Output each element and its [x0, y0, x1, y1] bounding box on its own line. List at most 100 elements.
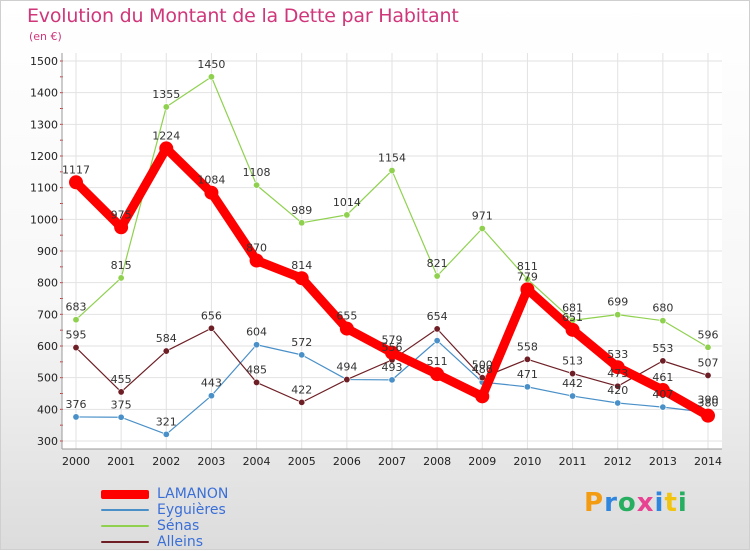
value-label: 975: [111, 208, 132, 221]
value-label: 572: [291, 336, 312, 349]
data-point-0: [701, 408, 715, 423]
value-label: 1117: [62, 163, 90, 176]
value-label: 556: [382, 341, 403, 354]
value-label: 390: [698, 394, 719, 407]
y-tick-label: 800: [37, 277, 58, 290]
value-label: 375: [111, 398, 132, 411]
chart-title: Evolution du Montant de la Dette par Hab…: [27, 5, 459, 27]
y-tick-label: 400: [37, 403, 58, 416]
x-tick-label: 2009: [468, 455, 496, 468]
y-tick-label: 600: [37, 340, 58, 353]
data-point-2: [343, 211, 351, 219]
value-label: 471: [517, 368, 538, 381]
legend-swatch: [101, 525, 149, 527]
value-label: 811: [517, 260, 538, 273]
data-point-3: [704, 371, 712, 379]
legend-swatch: [101, 541, 149, 543]
value-label: 422: [291, 383, 312, 396]
data-point-2: [433, 272, 441, 280]
value-label: 579: [382, 334, 403, 347]
data-point-3: [117, 388, 125, 396]
y-tick-label: 1000: [30, 213, 58, 226]
y-tick-label: 900: [37, 245, 58, 258]
data-point-2: [207, 73, 215, 81]
value-label: 420: [607, 384, 628, 397]
y-tick-label: 1500: [30, 55, 58, 68]
y-tick-label: 700: [37, 308, 58, 321]
value-label: 1014: [333, 196, 361, 209]
x-tick-label: 2006: [333, 455, 361, 468]
data-point-2: [72, 316, 80, 324]
value-label: 485: [246, 363, 267, 376]
value-label: 779: [517, 270, 538, 283]
data-point-3: [659, 357, 667, 365]
data-point-2: [659, 317, 667, 325]
value-label: 971: [472, 210, 493, 223]
value-label: 654: [427, 310, 448, 323]
x-tick-label: 2010: [513, 455, 541, 468]
data-point-0: [204, 185, 219, 200]
value-label: 989: [291, 204, 312, 217]
value-label: 494: [336, 361, 357, 374]
value-label: 455: [111, 373, 132, 386]
data-point-1: [298, 351, 306, 359]
value-label: 442: [562, 377, 583, 390]
x-tick-label: 2000: [62, 455, 90, 468]
x-tick-label: 2012: [604, 455, 632, 468]
x-tick-label: 2013: [649, 455, 677, 468]
legend-label: Alleins: [157, 534, 204, 550]
legend-item: Sénas: [101, 518, 321, 534]
legend-item: Alleins: [101, 534, 321, 550]
y-tick-label: 1300: [30, 118, 58, 131]
value-label: 596: [698, 328, 719, 341]
data-point-2: [478, 225, 486, 233]
legend-swatch: [101, 509, 149, 511]
x-tick-label: 2003: [197, 455, 225, 468]
logo-letter: o: [617, 488, 637, 518]
value-label: 1355: [152, 88, 180, 101]
data-point-1: [162, 430, 170, 438]
data-point-3: [298, 398, 306, 406]
legend-label: Eyguières: [157, 502, 226, 518]
legend-swatch: [101, 490, 149, 499]
value-label: 651: [562, 311, 583, 324]
legend: LAMANON Eyguières Sénas Alleins: [101, 486, 321, 550]
value-label: 584: [156, 332, 177, 345]
data-point-3: [614, 382, 622, 390]
data-point-1: [569, 392, 577, 400]
y-tick-label: 500: [37, 372, 58, 385]
value-label: 595: [66, 329, 87, 342]
data-point-3: [343, 376, 351, 384]
data-point-0: [159, 141, 174, 156]
data-point-1: [659, 403, 667, 411]
value-label: 511: [427, 355, 448, 368]
value-label: 815: [111, 259, 132, 272]
value-label: 655: [336, 310, 357, 323]
x-tick-label: 2007: [378, 455, 406, 468]
data-point-0: [249, 253, 264, 268]
x-tick-label: 2005: [288, 455, 316, 468]
value-label: 681: [562, 301, 583, 314]
data-point-1: [388, 376, 396, 384]
logo-letter: x: [636, 488, 655, 518]
x-tick-label: 2001: [107, 455, 135, 468]
data-point-1: [433, 337, 441, 345]
value-label: 533: [607, 348, 628, 361]
legend-item: Eyguières: [101, 502, 321, 518]
value-label: 473: [607, 367, 628, 380]
data-point-3: [433, 325, 441, 333]
x-tick-label: 2004: [243, 455, 271, 468]
data-point-1: [117, 413, 125, 421]
chart-subtitle: (en €): [29, 30, 62, 43]
value-label: 558: [517, 340, 538, 353]
proxiti-logo: Proxiti: [584, 488, 688, 518]
data-point-3: [207, 324, 215, 332]
value-label: 376: [66, 398, 87, 411]
value-label: 461: [652, 371, 673, 384]
data-point-0: [339, 321, 354, 336]
data-point-2: [388, 167, 396, 175]
data-point-0: [520, 282, 535, 297]
logo-letter: t: [664, 488, 678, 518]
value-label: 870: [246, 242, 267, 255]
